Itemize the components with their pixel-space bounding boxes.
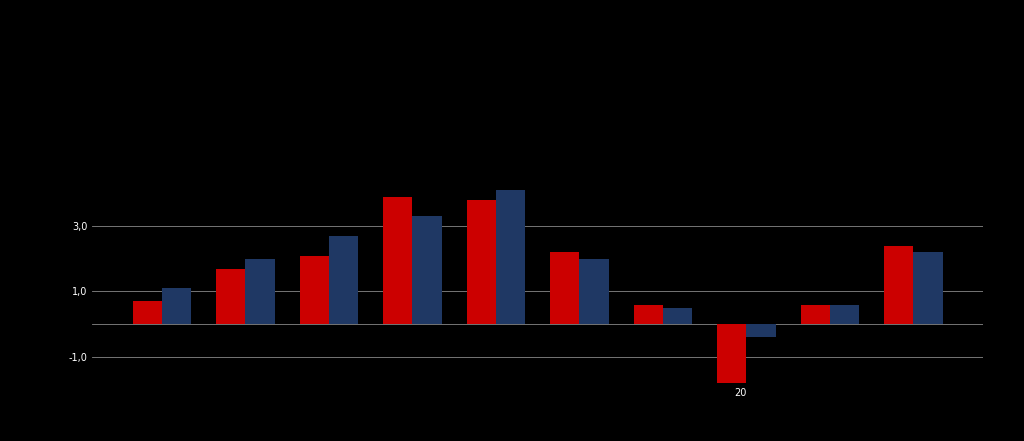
Bar [913, 252, 942, 324]
Bar [329, 236, 358, 324]
Bar [829, 305, 859, 324]
Bar [580, 259, 608, 324]
Bar [413, 217, 441, 324]
Bar [133, 301, 162, 324]
Bar [634, 305, 663, 324]
Bar [801, 305, 829, 324]
Bar [467, 200, 496, 324]
Bar [246, 259, 274, 324]
Bar [383, 197, 413, 324]
Bar [550, 252, 580, 324]
Bar [496, 190, 525, 324]
Bar [300, 255, 329, 324]
Bar [746, 324, 775, 337]
Bar [663, 308, 692, 324]
Bar [162, 288, 191, 324]
Bar [884, 246, 913, 324]
Bar [717, 324, 746, 383]
Text: 20: 20 [734, 388, 746, 398]
Bar [216, 269, 246, 324]
